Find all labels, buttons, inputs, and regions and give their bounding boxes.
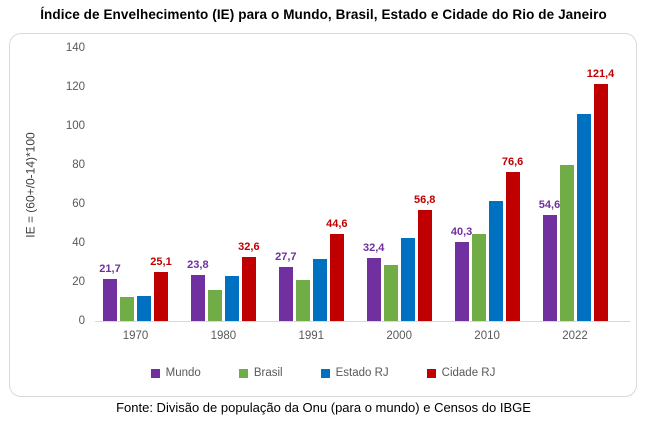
bar-cidade-rj-1970: 25,1 <box>150 256 172 321</box>
y-tick-60: 60 <box>72 198 85 210</box>
data-label-cidade-rj-1970: 25,1 <box>150 256 172 269</box>
legend-swatch-mundo <box>150 368 160 378</box>
y-tick-100: 100 <box>65 120 85 132</box>
data-label-cidade-rj-1991: 44,6 <box>326 218 348 230</box>
data-label-mundo-2000: 32,4 <box>362 241 385 254</box>
legend-swatch-brasil <box>238 368 248 378</box>
data-label-cidade-rj-1980: 32,6 <box>238 241 260 254</box>
data-label-cidade-rj-2010: 76,6 <box>501 155 524 168</box>
bar-cidade-rj-2022: 121,4 <box>587 68 614 321</box>
data-label-mundo-1970: 21,7 <box>99 262 121 275</box>
bar-mundo-2010: 40,3 <box>451 226 472 321</box>
legend-item-mundo: Mundo <box>150 367 201 379</box>
bar-estado-rj-1980 <box>224 275 239 321</box>
bar-brasil-1991 <box>295 280 310 321</box>
legend-item-cidade-rj: Cidade RJ <box>426 367 496 379</box>
data-label-mundo-1980: 23,8 <box>187 258 209 271</box>
bar-mundo-1970: 21,7 <box>99 263 121 321</box>
bar-estado-rj-2000 <box>400 237 415 321</box>
bar-group-2000: 32,4 56,8 <box>363 194 435 321</box>
bar-estado-rj-1970 <box>137 296 151 321</box>
bar-group-2022: 54,6 121,4 <box>539 68 614 321</box>
legend-label-mundo: Mundo <box>165 367 201 379</box>
chart-plot-border: IE = (60+/0-14)*100 0 20 40 60 80 100 120 140 2… <box>9 33 637 397</box>
data-label-mundo-2010: 40,3 <box>450 226 473 239</box>
legend-label-estado-rj: Estado RJ <box>335 367 389 379</box>
bar-brasil-2010 <box>471 233 486 321</box>
bar-cidade-rj-2000: 56,8 <box>414 194 435 321</box>
bar-mundo-2000: 32,4 <box>363 242 384 321</box>
bar-brasil-2000 <box>383 264 398 321</box>
bar-mundo-2022: 54,6 <box>539 199 560 321</box>
y-tick-20: 20 <box>72 276 85 288</box>
bar-group-1980: 23,8 32,6 <box>187 241 260 321</box>
legend-item-brasil: Brasil <box>238 367 283 379</box>
bar-group-2010: 40,3 76,6 <box>451 156 523 321</box>
data-label-cidade-rj-2000: 56,8 <box>413 194 436 207</box>
y-tick-80: 80 <box>72 159 85 171</box>
data-label-cidade-rj-2022: 121,4 <box>586 68 615 81</box>
x-axis-label-2022: 2022 <box>562 330 588 342</box>
bar-brasil-2022 <box>559 165 574 321</box>
bar-estado-rj-2022 <box>576 114 591 321</box>
bar-brasil-1980 <box>207 289 222 321</box>
bar-mundo-1991: 27,7 <box>275 251 297 321</box>
data-label-mundo-1991: 27,7 <box>275 251 297 263</box>
bar-cidade-rj-2010: 76,6 <box>502 156 523 321</box>
bar-estado-rj-2010 <box>488 201 503 321</box>
bar-cidade-rj-1991: 44,6 <box>326 218 348 321</box>
y-tick-40: 40 <box>72 237 85 249</box>
legend: Mundo Brasil Estado RJ Cidade RJ <box>10 367 636 379</box>
x-axis-label-1991: 1991 <box>298 330 325 342</box>
bar-group-1991: 27,7 44,6 <box>275 218 348 321</box>
y-tick-140: 140 <box>65 42 85 54</box>
plot-area: 21,7 25,1 23,8 32,6 27,7 44,6 32,4 56,8 40,3 76,6… <box>95 48 630 322</box>
bar-group-1970: 21,7 25,1 <box>99 256 172 321</box>
data-label-mundo-2022: 54,6 <box>538 198 561 211</box>
x-axis-label-2010: 2010 <box>474 330 500 342</box>
x-axis-label-2000: 2000 <box>386 330 412 342</box>
x-axis-label-1970: 1970 <box>122 330 149 342</box>
y-tick-0: 0 <box>78 315 85 327</box>
legend-swatch-cidade-rj <box>426 368 436 378</box>
chart-title: Índice de Envelhecimento (IE) para o Mun… <box>40 7 607 22</box>
legend-item-estado-rj: Estado RJ <box>320 367 389 379</box>
legend-label-brasil: Brasil <box>253 367 283 379</box>
bar-cidade-rj-1980: 32,6 <box>238 241 260 321</box>
y-axis-ticks: 0 20 40 60 80 100 120 140 <box>10 34 85 396</box>
y-tick-120: 120 <box>65 81 85 93</box>
bar-estado-rj-1991 <box>312 258 327 321</box>
x-axis-label-1980: 1980 <box>210 330 237 342</box>
source-note: Fonte: Divisão de população da Onu (para… <box>116 400 531 415</box>
legend-swatch-estado-rj <box>320 368 330 378</box>
bar-brasil-1970 <box>120 297 134 321</box>
legend-label-cidade-rj: Cidade RJ <box>441 367 496 379</box>
bar-mundo-1980: 23,8 <box>187 259 209 321</box>
